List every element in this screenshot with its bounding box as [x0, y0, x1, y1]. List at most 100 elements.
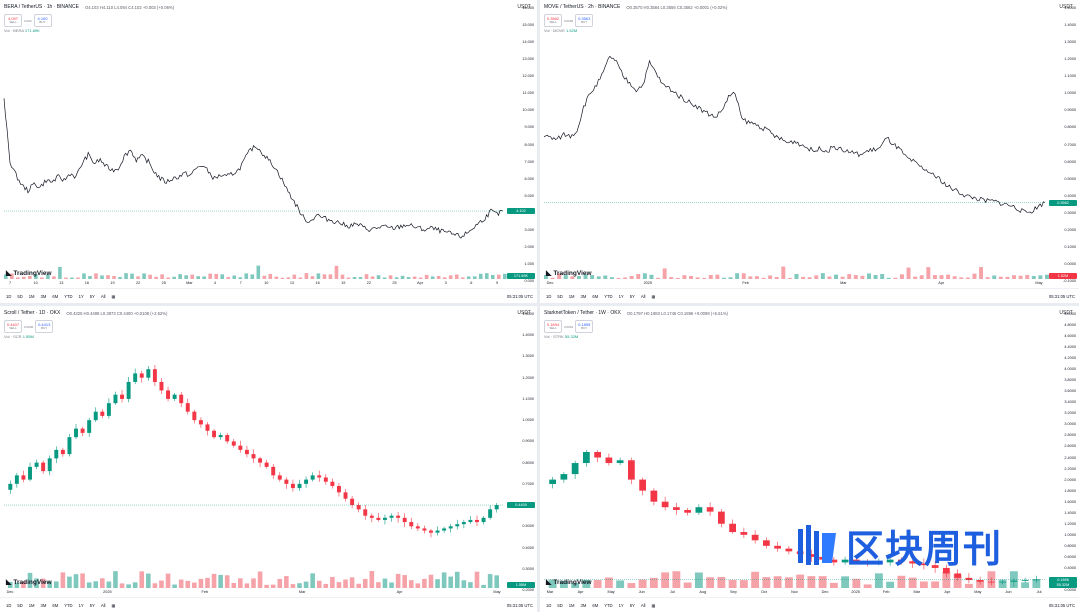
calendar-icon[interactable]: ▦: [651, 293, 656, 299]
sell-button[interactable]: 0.4407 SELL: [4, 320, 22, 333]
symbol-title[interactable]: StarknetToken / Tether · 1W · OKX: [544, 310, 621, 316]
timeframe-3m[interactable]: 3M: [580, 293, 587, 299]
volume-legend[interactable]: Vol · MOVE 1.52M: [544, 28, 577, 33]
buy-button[interactable]: 0.1895 BUY: [575, 320, 594, 333]
timeframe-3m[interactable]: 3M: [40, 293, 47, 299]
volume-bar: [146, 573, 151, 588]
timeframe-6m[interactable]: 6M: [52, 602, 59, 608]
sell-button[interactable]: 4.097 SELL: [4, 14, 22, 27]
plot-area[interactable]: [0, 0, 537, 303]
volume-bar: [406, 277, 411, 279]
time-axis[interactable]: 7 10 13 16 19 22 25 Mar 4 7 10 13 16 19 22 25 Apr 3 6 9: [0, 281, 505, 289]
timeframe-6m[interactable]: 6M: [592, 293, 599, 299]
plot-area[interactable]: [0, 306, 537, 612]
tradingview-logo-icon: ◣: [546, 579, 552, 586]
timeframe-5d[interactable]: 5D: [17, 293, 23, 299]
candle-body: [583, 452, 590, 464]
tradingview-logo[interactable]: ◣ TradingView: [546, 269, 592, 278]
price-axis[interactable]: 1.5000 1.4000 1.3000 1.2000 1.1000 1.0000 0.90…: [505, 306, 537, 594]
candle-body: [841, 559, 849, 563]
price-axis[interactable]: 1.5000 1.4000 1.3000 1.2000 1.1000 1.0000 0.90…: [1047, 0, 1079, 285]
utc-clock[interactable]: 05:31:05 UTC: [1048, 294, 1075, 299]
timeframe-5y[interactable]: 5Y: [89, 602, 95, 608]
candle-body: [673, 507, 680, 510]
volume-bar: [323, 583, 329, 588]
timeframe-1y[interactable]: 1Y: [618, 602, 624, 608]
timeframe-5y[interactable]: 5Y: [629, 602, 635, 608]
calendar-icon[interactable]: ▦: [651, 602, 656, 608]
timeframe-ytd[interactable]: YTD: [604, 293, 613, 299]
timeframe-5d[interactable]: 5D: [17, 602, 23, 608]
time-axis[interactable]: Mar Apr May Jun Jul Aug Sep Oct Nov Dec 2025 Feb Mar…: [540, 590, 1047, 598]
timeframe-1m[interactable]: 1M: [28, 602, 35, 608]
volume-bar: [1038, 275, 1043, 279]
sell-button[interactable]: 0.1894 SELL: [544, 320, 562, 333]
timeframe-ytd[interactable]: YTD: [64, 293, 73, 299]
buy-button[interactable]: 0.4413 BUY: [35, 320, 54, 333]
price-axis[interactable]: 5.0000 4.8000 4.6000 4.4000 4.2000 4.0000 3.80…: [1047, 306, 1079, 594]
timeframe-5y[interactable]: 5Y: [629, 293, 635, 299]
last-price-badge: 0.1896: [1049, 576, 1077, 583]
buy-button[interactable]: 0.3563 BUY: [575, 14, 594, 27]
timeframe-1y[interactable]: 1Y: [618, 293, 624, 299]
buy-button[interactable]: 4.100 BUY: [33, 14, 52, 27]
volume-bar: [184, 275, 188, 279]
last-price-badge: 0.3562: [1049, 199, 1077, 206]
timeframe-3m[interactable]: 3M: [580, 602, 587, 608]
tradingview-logo[interactable]: ◣ TradingView: [6, 269, 52, 278]
timeframe-all[interactable]: All: [100, 602, 106, 608]
volume-bar: [358, 277, 363, 279]
utc-clock[interactable]: 05:31:05 UTC: [1048, 603, 1075, 608]
timeframe-1m[interactable]: 1M: [568, 293, 575, 299]
volume-bar: [94, 273, 98, 279]
timeframe-5d[interactable]: 5D: [557, 293, 563, 299]
volume-bar: [198, 578, 204, 588]
volume-legend[interactable]: Vol · BERA 171.69K: [4, 28, 40, 33]
tradingview-logo[interactable]: ◣ TradingView: [546, 578, 592, 587]
volume-legend[interactable]: Vol · STRK 55.32M: [544, 334, 578, 339]
timeframe-1d[interactable]: 1D: [546, 293, 552, 299]
candle-body: [8, 483, 13, 490]
calendar-icon[interactable]: ▦: [111, 293, 116, 299]
last-price-badge: 4.102: [507, 208, 535, 215]
timeframe-5d[interactable]: 5D: [557, 602, 563, 608]
time-axis[interactable]: Dec 2025 Feb Mar Apr May: [0, 590, 505, 598]
timeframe-1d[interactable]: 1D: [6, 602, 12, 608]
timeframe-3m[interactable]: 3M: [40, 602, 47, 608]
timeframe-6m[interactable]: 6M: [52, 293, 59, 299]
price-tick: 3.8000: [1064, 378, 1076, 383]
plot-area[interactable]: [540, 0, 1079, 303]
timeframe-1d[interactable]: 1D: [6, 293, 12, 299]
chart-panel-bera[interactable]: BERA / TetherUS · 1h · BINANCE O4.103 H4.…: [0, 0, 537, 303]
symbol-title[interactable]: BERA / TetherUS · 1h · BINANCE: [4, 4, 79, 10]
chart-panel-move[interactable]: MOVE / TetherUS · 2h · BINANCE O0.3570 H0…: [540, 0, 1079, 303]
chart-panel-scr[interactable]: Scroll / Tether · 1D · OKX O0.4325 H0.448…: [0, 306, 537, 612]
timeframe-1m[interactable]: 1M: [28, 293, 35, 299]
timeframe-all[interactable]: All: [640, 293, 646, 299]
volume-legend[interactable]: Vol · SCR 1.55M: [4, 334, 34, 339]
timeframe-all[interactable]: All: [100, 293, 106, 299]
sell-button[interactable]: 0.3562 SELL: [544, 14, 562, 27]
utc-clock[interactable]: 05:31:05 UTC: [506, 603, 533, 608]
price-tick: 0.6000: [1064, 159, 1076, 164]
calendar-icon[interactable]: ▦: [111, 602, 116, 608]
timeframe-ytd[interactable]: YTD: [64, 602, 73, 608]
utc-clock[interactable]: 05:31:05 UTC: [506, 294, 533, 299]
volume-bar: [481, 584, 486, 588]
volume-bar: [627, 583, 636, 588]
symbol-title[interactable]: MOVE / TetherUS · 2h · BINANCE: [544, 4, 621, 10]
timeframe-1y[interactable]: 1Y: [78, 293, 84, 299]
timeframe-ytd[interactable]: YTD: [604, 602, 613, 608]
volume-bar: [926, 267, 931, 279]
timeframe-1m[interactable]: 1M: [568, 602, 575, 608]
timeframe-all[interactable]: All: [640, 602, 646, 608]
timeframe-6m[interactable]: 6M: [592, 602, 599, 608]
timeframe-1y[interactable]: 1Y: [78, 602, 84, 608]
candle-body: [455, 524, 460, 527]
tradingview-logo[interactable]: ◣ TradingView: [6, 578, 52, 587]
plot-area[interactable]: [540, 306, 1079, 612]
timeframe-1d[interactable]: 1D: [546, 602, 552, 608]
timeframe-5y[interactable]: 5Y: [89, 293, 95, 299]
symbol-title[interactable]: Scroll / Tether · 1D · OKX: [4, 310, 61, 316]
time-axis[interactable]: Dec 2025 Feb Mar Apr May: [540, 281, 1047, 289]
